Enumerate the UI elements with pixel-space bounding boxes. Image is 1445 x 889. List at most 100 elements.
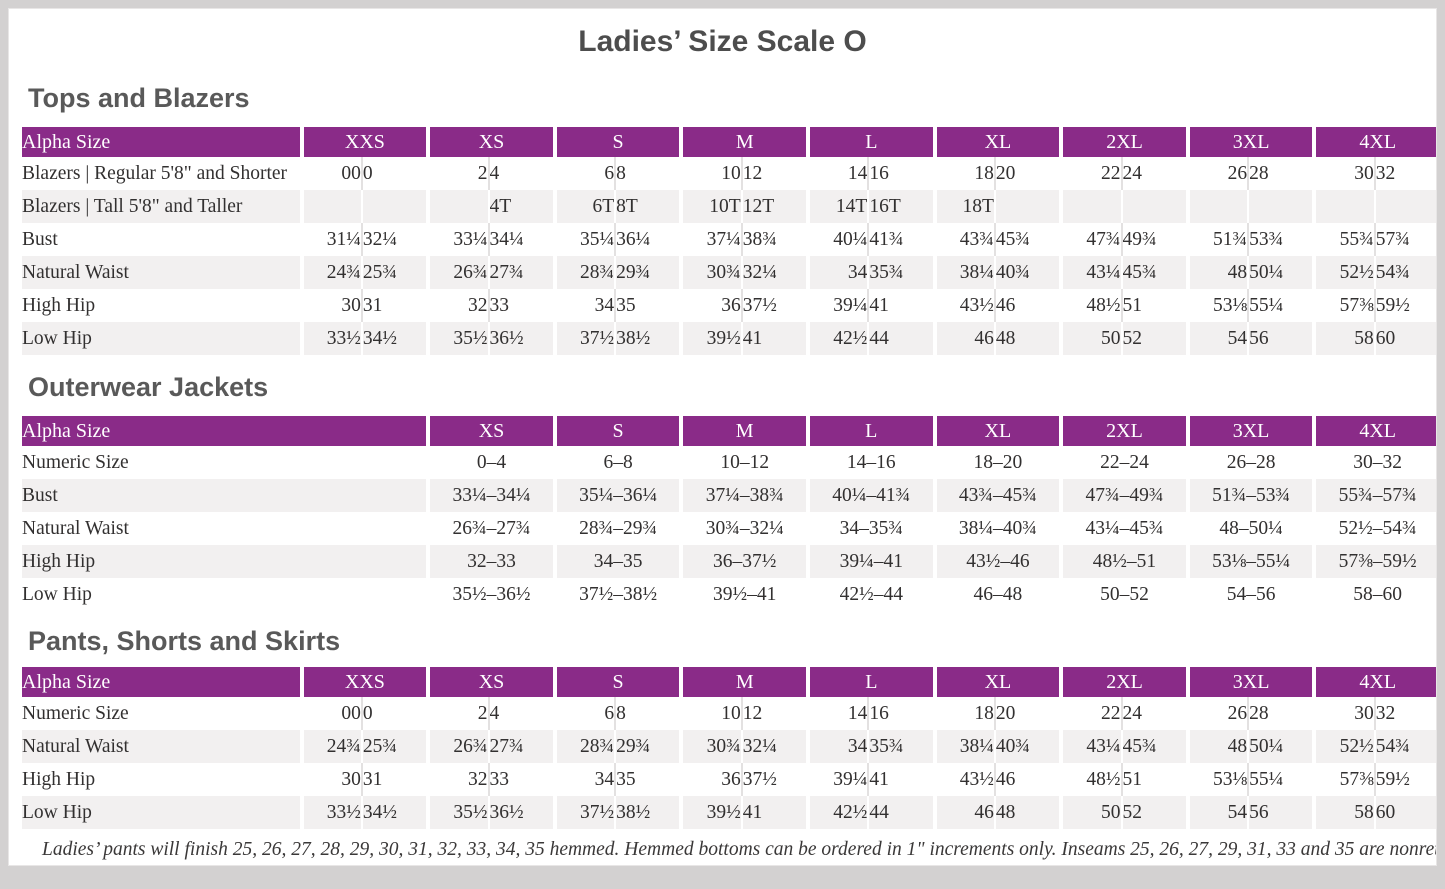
measurement-cell: 60	[1375, 796, 1436, 829]
measurement-cell: 26¾	[426, 730, 490, 763]
measurement-cell: 34	[552, 289, 617, 322]
row-label: Natural Waist	[22, 730, 300, 763]
size-column-header: 4XL	[1312, 416, 1436, 446]
measurement-cell: 14	[806, 157, 870, 190]
measurement-cell: 34	[806, 256, 870, 289]
measurement-cell: 8	[616, 157, 680, 190]
size-column-header: S	[552, 127, 680, 157]
measurement-cell: 44	[869, 322, 933, 355]
measurement-cell: 37½	[742, 763, 807, 796]
measurement-cell: 60	[1375, 322, 1436, 355]
measurement-cell: 26	[1185, 157, 1250, 190]
table-row: Low Hip 33½ 34½ 35½ 36½ 37½ 38½ 39½ 41 42½ 44 46 48 5…	[22, 796, 1436, 829]
measurement-cell: 55¼	[1249, 763, 1313, 796]
measurement-cell: 40¾	[995, 730, 1060, 763]
measurement-cell: 36	[679, 289, 743, 322]
row-label: High Hip	[22, 763, 300, 796]
measurement-cell: 30	[299, 763, 363, 796]
measurement-cell: 24¾	[299, 730, 363, 763]
measurement-cell: 38½	[616, 796, 680, 829]
measurement-cell: 54	[1185, 322, 1250, 355]
measurement-cell: 22	[1059, 157, 1123, 190]
measurement-cell: 36–37½	[679, 545, 806, 578]
measurement-cell: 14	[806, 697, 870, 730]
measurement-cell: 32	[426, 289, 490, 322]
measurement-cell: 0	[362, 157, 427, 190]
measurement-cell: 52½	[1312, 730, 1376, 763]
tops-and-blazers-table: Alpha Size XXS XS S M L XL 2XL 3XL 4XL Blazers | R…	[22, 127, 1436, 355]
measurement-cell: 57¾	[1375, 223, 1436, 256]
measurement-cell: 49¾	[1122, 223, 1186, 256]
measurement-cell: 28	[1249, 157, 1313, 190]
row-label: High Hip	[22, 289, 300, 322]
measurement-cell: 51	[1122, 289, 1186, 322]
size-column-header: L	[806, 127, 933, 157]
measurement-cell: 16	[869, 697, 933, 730]
measurement-cell: 35¼	[552, 223, 617, 256]
measurement-cell: 24	[1122, 157, 1186, 190]
measurement-cell: 33¼	[426, 223, 490, 256]
measurement-cell	[1375, 190, 1436, 223]
page-title: Ladies’ Size Scale O	[578, 25, 867, 58]
measurement-cell: 30	[1312, 697, 1376, 730]
measurement-cell: 6–8	[552, 446, 680, 479]
measurement-cell: 2	[426, 697, 490, 730]
measurement-cell: 25¾	[362, 730, 427, 763]
size-column-header: L	[806, 667, 933, 697]
measurement-cell: 38¼–40¾	[932, 512, 1060, 545]
row-label: Natural Waist	[22, 256, 300, 289]
table-header-row: Alpha Size XXS XS S M L XL 2XL 3XL 4XL	[22, 667, 1436, 697]
measurement-cell: 16T	[869, 190, 933, 223]
measurement-cell: 4T	[489, 190, 553, 223]
size-chart-document: Ladies’ Size Scale O Tops and Blazers Al…	[8, 8, 1437, 866]
measurement-cell: 58	[1312, 796, 1376, 829]
size-column-header: S	[552, 416, 680, 446]
table-row: High Hip 30 31 32 33 34 35 36 37½ 39¼ 41 43½ 46 48½ 51…	[22, 289, 1436, 322]
measurement-cell: 14T	[806, 190, 870, 223]
table-row: Numeric Size 00 0 2 4 6 8 10 12 14 16 18 20 22 24 26 28 3…	[22, 697, 1436, 730]
size-column-header: XS	[426, 667, 553, 697]
measurement-cell: 50	[1059, 796, 1123, 829]
measurement-cell: 39¼	[806, 289, 870, 322]
measurement-cell: 58–60	[1312, 578, 1436, 611]
size-column-header: XL	[932, 667, 1060, 697]
section-pants-shorts-skirts: Pants, Shorts and Skirts Alpha Size XXS XS…	[14, 626, 1436, 829]
measurement-cell: 28¾	[552, 730, 617, 763]
outerwear-jackets-table: Alpha Size XS S M L XL 2XL 3XL 4XL Numeric Size 0–…	[22, 416, 1436, 611]
measurement-cell: 18–20	[932, 446, 1060, 479]
measurement-cell: 32	[426, 763, 490, 796]
size-column-header: 3XL	[1185, 667, 1313, 697]
size-column-header: XXS	[299, 127, 427, 157]
table-row: Blazers | Regular 5'8" and Shorter 00 0 2 4 6…	[22, 157, 1436, 190]
measurement-cell: 59½	[1375, 289, 1436, 322]
measurement-cell: 2	[426, 157, 490, 190]
size-column-header: 3XL	[1185, 127, 1313, 157]
measurement-cell: 54	[1185, 796, 1250, 829]
size-column-header: 3XL	[1185, 416, 1313, 446]
measurement-cell: 28¾	[552, 256, 617, 289]
measurement-cell: 26¾	[426, 256, 490, 289]
measurement-cell: 46	[932, 796, 996, 829]
measurement-cell: 28¾–29¾	[552, 512, 680, 545]
measurement-cell	[1185, 190, 1250, 223]
measurement-cell: 33	[489, 763, 553, 796]
measurement-cell: 54¾	[1375, 730, 1436, 763]
measurement-cell: 34½	[362, 322, 427, 355]
measurement-cell: 40¼–41¾	[805, 479, 933, 512]
measurement-cell: 35¾	[869, 256, 933, 289]
measurement-cell: 12	[742, 697, 807, 730]
measurement-cell: 43¾	[932, 223, 996, 256]
measurement-cell: 34½	[362, 796, 427, 829]
measurement-cell: 6T	[552, 190, 617, 223]
measurement-cell: 43½	[932, 289, 996, 322]
measurement-cell	[362, 190, 427, 223]
measurement-cell: 45¾	[1122, 256, 1186, 289]
measurement-cell: 35	[616, 763, 680, 796]
measurement-cell: 18T	[932, 190, 996, 223]
measurement-cell: 41	[869, 289, 933, 322]
measurement-cell: 32	[1375, 157, 1436, 190]
measurement-cell: 47¾	[1059, 223, 1123, 256]
measurement-cell: 41	[742, 322, 807, 355]
measurement-cell: 10	[679, 157, 743, 190]
row-label: Numeric Size	[22, 446, 427, 479]
